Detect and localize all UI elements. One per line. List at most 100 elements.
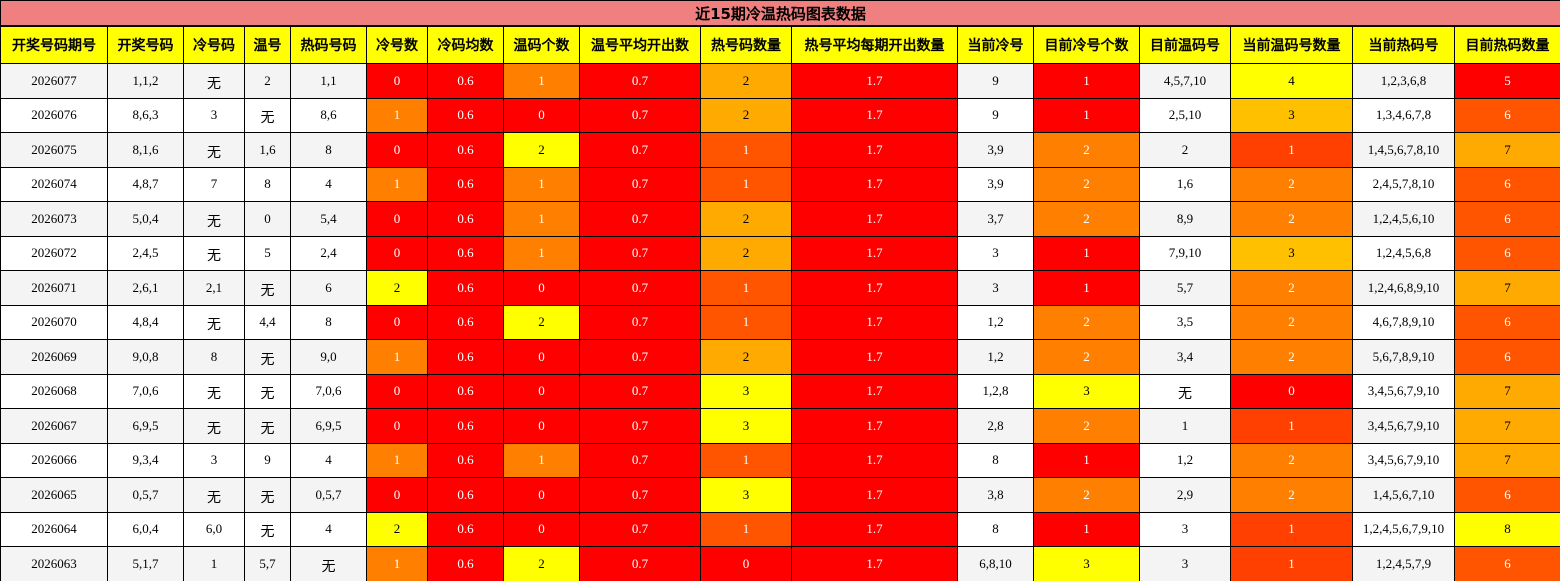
table-cell: 2026076 [0,97,108,133]
table-cell: 5,6,7,8,9,10 [1352,339,1455,375]
table-cell: 0.6 [427,270,504,306]
table-cell: 2 [1033,166,1140,202]
table-cell: 1.7 [791,63,958,99]
table-cell: 1,2,4,5,6,8 [1352,235,1455,271]
table-cell: 0.7 [579,511,701,547]
table-cell: 8 [957,442,1034,478]
column-header[interactable]: 开奖号码期号 [0,25,108,64]
table-cell: 1 [503,201,580,237]
table-cell: 2,5,10 [1139,97,1231,133]
table-cell: 4,8,7 [107,166,184,202]
column-header[interactable]: 热号码数量 [700,25,792,64]
table-cell: 0.7 [579,97,701,133]
table-cell: 5,1,7 [107,546,184,581]
table-cell: 1,4,5,6,7,8,10 [1352,132,1455,168]
table-cell: 1 [1033,235,1140,271]
table-cell: 0.7 [579,63,701,99]
table-cell: 1,2 [1139,442,1231,478]
table-cell: 3,5 [1139,304,1231,340]
table-cell: 4 [290,442,367,478]
table-cell: 7 [183,166,245,202]
table-cell: 1 [700,132,792,168]
column-header[interactable]: 目前热码数量 [1453,25,1560,64]
table-cell: 0.7 [579,235,701,271]
table-cell: 1 [366,339,428,375]
table-row: 2026069 9,0,8 8 无 9,0 1 0.6 0 0.7 2 1.7 1,2 2 3,4 2 5,6… [0,339,1560,375]
column-header[interactable]: 温号 [244,25,291,64]
table-cell: 无 [244,97,291,133]
column-header[interactable]: 开奖号码 [107,25,184,64]
table-cell: 5,4 [290,201,367,237]
table-cell: 2 [1230,339,1353,375]
table-cell: 3 [957,235,1034,271]
column-header[interactable]: 当前温码号数量 [1230,25,1353,64]
table-cell: 9 [957,63,1034,99]
table-cell: 6,8,10 [957,546,1034,581]
table-cell: 3,4,5,6,7,9,10 [1352,442,1455,478]
table-cell: 3,4,5,6,7,9,10 [1352,373,1455,409]
table-cell: 0 [503,373,580,409]
table-cell: 0.7 [579,132,701,168]
column-header[interactable]: 冷码均数 [427,25,504,64]
column-header[interactable]: 热码号码 [290,25,367,64]
table-row: 2026076 8,6,3 3 无 8,6 1 0.6 0 0.7 2 1.7 9 1 2,5,10 3 1,… [0,97,1560,133]
table-cell: 8,6 [290,97,367,133]
table-cell: 6 [1453,546,1560,581]
table-cell: 0.6 [427,546,504,581]
column-header[interactable]: 当前冷号 [957,25,1034,64]
table-cell: 2,4,5 [107,235,184,271]
table-cell: 2026075 [0,132,108,168]
table-cell: 5 [1453,63,1560,99]
table-cell: 3 [1139,511,1231,547]
table-cell: 9,0,8 [107,339,184,375]
table-cell: 0.6 [427,132,504,168]
table-cell: 1.7 [791,166,958,202]
table-cell: 无 [244,339,291,375]
table-cell: 1 [366,97,428,133]
table-cell: 1.7 [791,97,958,133]
table-cell: 5,7 [244,546,291,581]
column-header[interactable]: 温码个数 [503,25,580,64]
table-cell: 0.6 [427,63,504,99]
column-header[interactable]: 当前热码号 [1352,25,1455,64]
table-cell: 1,2 [957,304,1034,340]
table-cell: 无 [244,408,291,444]
table-cell: 1.7 [791,511,958,547]
table-cell: 无 [183,373,245,409]
table-cell: 0.6 [427,166,504,202]
table-cell: 6,9,5 [107,408,184,444]
column-header[interactable]: 冷号数 [366,25,428,64]
table-cell: 0.6 [427,477,504,513]
column-header[interactable]: 目前冷号个数 [1033,25,1140,64]
table-cell: 0.7 [579,546,701,581]
table-cell: 2026077 [0,63,108,99]
table-cell: 2 [1139,132,1231,168]
table-cell: 1 [700,270,792,306]
table-cell: 1 [366,166,428,202]
column-header[interactable]: 目前温码号 [1139,25,1231,64]
table-cell: 6 [1453,166,1560,202]
table-cell: 0.6 [427,339,504,375]
column-header[interactable]: 温号平均开出数 [579,25,701,64]
table-cell: 2 [700,201,792,237]
table-cell: 2 [1230,442,1353,478]
table-cell: 2 [700,339,792,375]
table-cell: 3 [1033,373,1140,409]
table-cell: 3,9 [957,132,1034,168]
table-cell: 0.7 [579,304,701,340]
table-row: 2026074 4,8,7 7 8 4 1 0.6 1 0.7 1 1.7 3,9 2 1,6 2 2,4,5… [0,166,1560,202]
table-cell: 8 [290,132,367,168]
table-cell: 1,2,8 [957,373,1034,409]
table-body: 2026077 1,1,2 无 2 1,1 0 0.6 1 0.7 2 1.7 9 1 4,5,7,10 4… [0,63,1560,581]
table-cell: 0 [366,408,428,444]
table-cell: 4 [290,511,367,547]
table-cell: 1 [700,304,792,340]
table-cell: 1 [503,442,580,478]
table-cell: 0.6 [427,97,504,133]
column-header[interactable]: 冷号码 [183,25,245,64]
column-header[interactable]: 热号平均每期开出数量 [791,25,958,64]
table-cell: 1 [1230,132,1353,168]
table-cell: 2 [1033,477,1140,513]
table-cell: 3,9 [957,166,1034,202]
table-cell: 1.7 [791,408,958,444]
